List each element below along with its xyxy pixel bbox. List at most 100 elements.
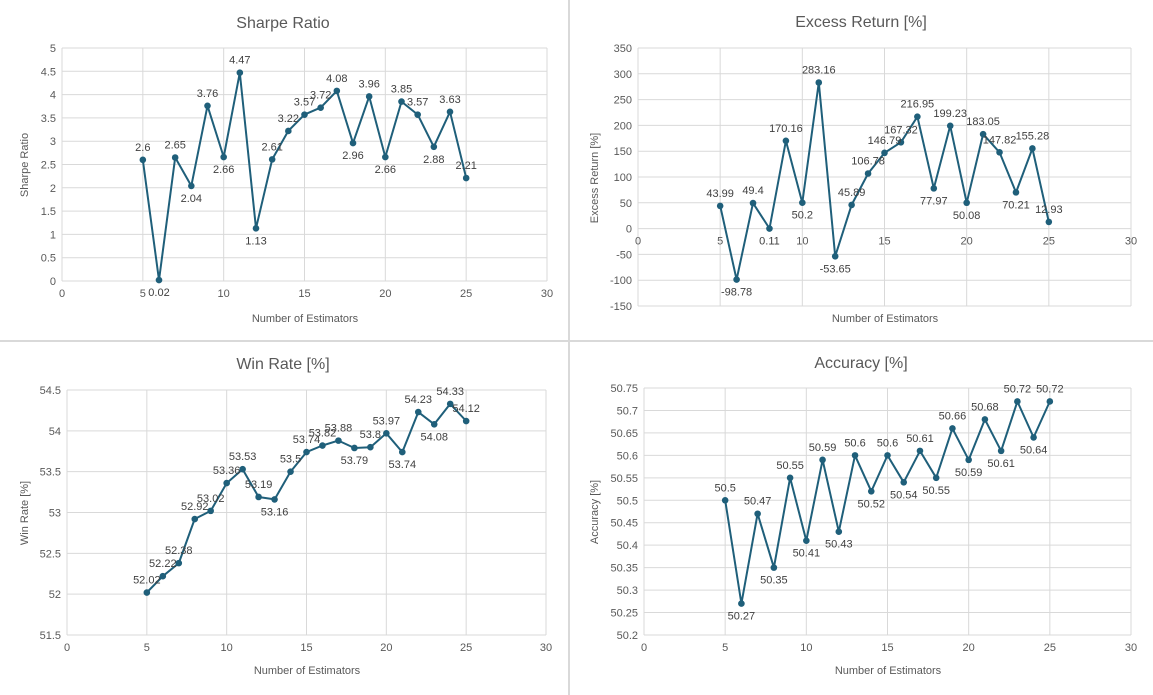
chart-panel-accuracy: Accuracy [%] Number of Estimators Accura… xyxy=(570,342,1153,695)
data-label: 167.32 xyxy=(884,124,918,136)
data-point xyxy=(383,429,390,437)
data-label: 3.76 xyxy=(197,88,218,100)
x-tick-label: 20 xyxy=(963,642,975,654)
data-point xyxy=(1046,398,1054,405)
data-label: 50.61 xyxy=(987,458,1015,470)
x-tick-label: 15 xyxy=(300,642,312,654)
data-label: 2.6 xyxy=(135,142,150,154)
data-point xyxy=(981,416,989,423)
y-tick-label: 51.5 xyxy=(40,630,61,642)
data-point xyxy=(317,104,324,111)
data-label: 216.95 xyxy=(901,99,935,111)
data-label: 53.16 xyxy=(261,506,289,518)
data-point xyxy=(335,437,342,444)
data-point xyxy=(721,496,729,504)
sharpe-ratio-chart: Sharpe Ratio Number of Estimators Sharpe… xyxy=(19,15,553,325)
data-point xyxy=(367,443,374,451)
data-label: 53.8 xyxy=(360,429,381,441)
vertical-divider xyxy=(568,0,570,695)
data-point xyxy=(897,138,905,146)
data-label: 49.4 xyxy=(742,185,763,197)
data-point xyxy=(916,447,924,455)
data-label: 146.79 xyxy=(868,135,902,147)
data-point xyxy=(867,487,875,495)
data-point xyxy=(268,156,276,163)
chart-title: Excess Return [%] xyxy=(795,14,927,31)
data-point xyxy=(255,493,262,501)
y-tick-label: 150 xyxy=(614,146,632,158)
data-point xyxy=(462,174,470,182)
data-point xyxy=(191,515,199,523)
x-tick-label: 25 xyxy=(460,288,472,300)
data-point xyxy=(979,130,987,138)
x-tick-label: 30 xyxy=(541,288,553,300)
data-point xyxy=(831,252,839,260)
data-label: 53.02 xyxy=(197,493,225,505)
data-point xyxy=(949,425,956,432)
data-label: 53.53 xyxy=(229,451,257,463)
y-axis-label: Accuracy [%] xyxy=(589,480,601,544)
data-label: 50.27 xyxy=(728,611,756,623)
y-tick-label: 0 xyxy=(50,276,56,288)
data-label: 43.99 xyxy=(706,188,734,200)
x-tick-label: 25 xyxy=(1043,236,1055,248)
data-point xyxy=(766,225,773,232)
y-axis-label: Sharpe Ratio xyxy=(19,133,31,197)
x-tick-label: 30 xyxy=(1125,236,1137,248)
x-tick-label: 30 xyxy=(540,642,552,654)
x-tick-label: 25 xyxy=(1044,642,1056,654)
y-tick-label: 2.5 xyxy=(41,160,56,172)
data-point xyxy=(803,537,810,544)
data-label: 50.2 xyxy=(792,210,813,222)
data-point xyxy=(207,507,214,515)
chart-title: Sharpe Ratio xyxy=(236,15,329,32)
data-label: 2.66 xyxy=(375,164,396,176)
data-point xyxy=(848,201,855,209)
y-tick-label: 50.5 xyxy=(617,495,638,507)
data-label: 54.33 xyxy=(436,386,464,398)
data-point xyxy=(351,444,358,452)
data-label: 50.47 xyxy=(744,496,772,508)
data-point xyxy=(819,456,826,464)
x-tick-label: 0 xyxy=(64,642,70,654)
y-tick-label: 50.75 xyxy=(610,383,638,395)
data-label: 50.55 xyxy=(776,460,804,472)
data-label: 0.02 xyxy=(148,287,169,299)
y-tick-label: 0 xyxy=(626,224,632,236)
y-tick-label: 3.5 xyxy=(41,113,56,125)
data-point xyxy=(864,170,872,177)
data-point xyxy=(204,102,211,110)
data-label: 50.08 xyxy=(953,210,981,222)
data-label: 52.92 xyxy=(181,501,209,513)
data-point xyxy=(399,448,406,456)
y-tick-label: 50.2 xyxy=(617,630,638,642)
data-label: 2.04 xyxy=(181,193,202,205)
x-tick-label: 20 xyxy=(961,236,973,248)
data-point xyxy=(881,149,888,157)
data-label: 50.35 xyxy=(760,575,788,587)
chart-panel-sharpe-ratio: Sharpe Ratio Number of Estimators Sharpe… xyxy=(0,0,568,340)
y-tick-label: 350 xyxy=(614,43,632,55)
data-point xyxy=(754,510,761,518)
data-point xyxy=(285,127,292,135)
data-label: 70.21 xyxy=(1002,199,1030,211)
data-point xyxy=(462,417,470,425)
data-label: 50.41 xyxy=(793,548,821,560)
y-tick-label: 1 xyxy=(50,229,56,241)
excess-return-chart: Excess Return [%] Number of Estimators E… xyxy=(589,14,1137,325)
y-tick-label: 52 xyxy=(49,589,61,601)
data-label: 4.08 xyxy=(326,73,347,85)
data-label: 50.72 xyxy=(1004,383,1032,395)
data-label: 52.02 xyxy=(133,575,161,587)
data-point xyxy=(996,149,1003,156)
data-point xyxy=(786,474,794,482)
data-label: 53.97 xyxy=(373,415,401,427)
data-label: 3.57 xyxy=(294,97,315,109)
y-tick-label: 54 xyxy=(49,426,61,438)
data-label: 53.74 xyxy=(293,434,321,446)
y-tick-label: 100 xyxy=(614,172,632,184)
y-tick-label: 4.5 xyxy=(41,66,56,78)
data-label: 53.19 xyxy=(245,479,273,491)
x-axis-label: Number of Estimators xyxy=(254,665,361,677)
data-point xyxy=(930,185,938,192)
